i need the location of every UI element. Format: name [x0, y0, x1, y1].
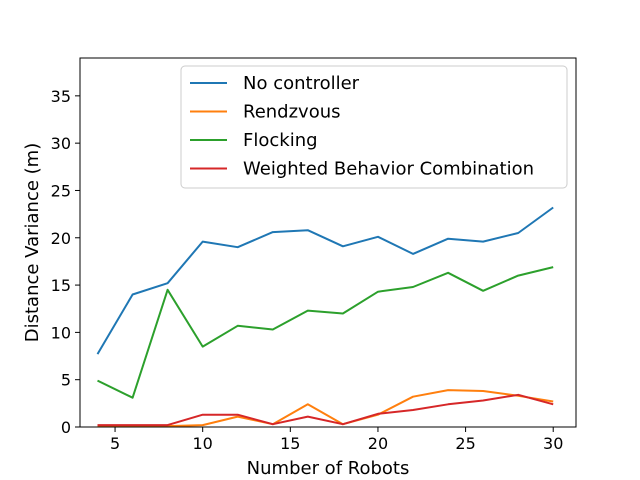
- series-line-1: [96, 206, 554, 355]
- y-tick-label: 15: [51, 276, 71, 295]
- y-tick-label: 35: [51, 87, 71, 106]
- legend-label: Flocking: [243, 130, 318, 151]
- x-tick-label: 20: [368, 434, 388, 453]
- y-tick-label: 0: [61, 418, 71, 437]
- legend: No controller Rendzvous Flocking Weighted B…: [180, 65, 568, 189]
- x-axis-label: Number of Robots: [247, 458, 410, 479]
- series-lines: [96, 206, 554, 428]
- y-tick-label: 20: [51, 229, 71, 248]
- y-tick-label: 10: [51, 323, 71, 342]
- y-axis-ticks: 0 5 10 15 20 25 30 35: [51, 87, 80, 437]
- series-line-2: [97, 389, 554, 428]
- series-line-3: [97, 266, 554, 399]
- x-tick-label: 30: [543, 434, 563, 453]
- legend-label: Weighted Behavior Combination: [243, 159, 534, 180]
- plot-frame: [79, 57, 577, 428]
- legend-box: [180, 65, 568, 189]
- legend-label: Rendzvous: [243, 102, 341, 123]
- y-tick-label: 25: [51, 181, 71, 200]
- x-tick-label: 15: [280, 434, 300, 453]
- y-axis-label: Distance Variance (m): [22, 143, 43, 343]
- y-tick-label: 5: [61, 371, 71, 390]
- x-tick-label: 25: [455, 434, 475, 453]
- x-axis-ticks: 5 10 15 20 25 30: [110, 427, 563, 453]
- series-line-4: [97, 393, 554, 427]
- x-tick-label: 5: [110, 434, 120, 453]
- y-tick-label: 30: [51, 134, 71, 153]
- x-tick-label: 10: [193, 434, 213, 453]
- legend-label: No controller: [243, 73, 360, 94]
